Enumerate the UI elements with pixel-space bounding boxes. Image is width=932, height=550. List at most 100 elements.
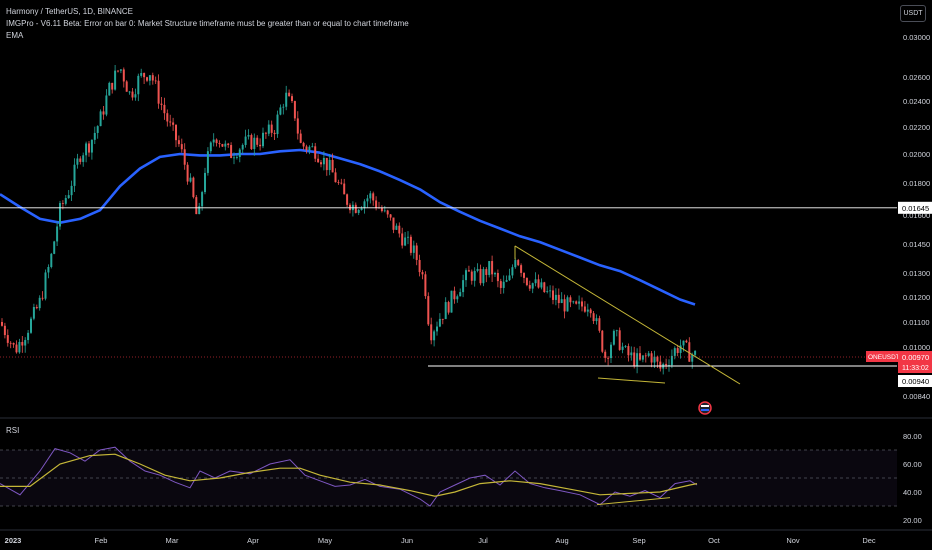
candle-body	[569, 297, 572, 303]
level-label-box	[898, 201, 932, 214]
candle-body	[337, 182, 340, 183]
currency-button[interactable]: USDT	[900, 5, 926, 22]
candle-body	[88, 143, 90, 153]
price-tick-label: 0.01000	[903, 343, 930, 352]
candle-body	[621, 346, 624, 350]
candle-body	[496, 273, 499, 282]
indicator-error[interactable]: IMGPro - V6.11 Beta: Error on bar 0: Mar…	[6, 19, 409, 28]
candle-body	[105, 95, 108, 115]
candle-body	[146, 77, 148, 81]
candle-body	[537, 279, 540, 288]
candle-body	[540, 282, 543, 288]
candle-body	[134, 94, 137, 98]
price-tick-label: 0.03000	[903, 33, 930, 42]
ema-label[interactable]: EMA	[6, 31, 24, 40]
symbol-line[interactable]: Harmony / TetherUS, 1D, BINANCE	[6, 7, 134, 16]
candle-body	[291, 96, 293, 102]
candle-body	[186, 164, 189, 182]
candle-body	[595, 318, 598, 322]
candle-body	[531, 283, 534, 289]
candle-body	[467, 270, 470, 272]
candle-body	[305, 146, 308, 151]
candle-body	[456, 296, 459, 300]
price-tick-label: 0.02400	[903, 97, 930, 106]
price-tick-label: 0.02600	[903, 73, 930, 82]
candle-body	[563, 299, 566, 312]
candle-body	[285, 92, 288, 107]
rsi-tick-label: 20.00	[903, 516, 922, 525]
candle-body	[412, 245, 415, 253]
candle-body	[679, 345, 682, 353]
candle-body	[407, 236, 409, 238]
rsi-label[interactable]: RSI	[6, 426, 20, 435]
candle-body	[470, 271, 473, 281]
descending-trendline	[514, 245, 741, 385]
candle-body	[525, 277, 528, 286]
candle-body	[653, 356, 656, 363]
candle-body	[117, 70, 119, 72]
candle-body	[99, 111, 102, 127]
candle-body	[201, 192, 204, 207]
candle-body	[615, 330, 618, 332]
candle-body	[473, 270, 476, 281]
candle-body	[395, 225, 398, 230]
candle-body	[494, 273, 496, 275]
time-axis-label: Jun	[401, 536, 413, 545]
candle-body	[3, 325, 6, 336]
candle-body	[404, 237, 407, 246]
candle-body	[421, 272, 424, 275]
candle-body	[53, 241, 56, 254]
symbol-tag-box	[866, 351, 898, 362]
event-marker-stripe	[701, 409, 709, 411]
candle-body	[630, 352, 633, 356]
candle-body	[499, 281, 502, 288]
candle-body	[140, 73, 143, 76]
candle-body	[546, 291, 549, 293]
candle-body	[415, 245, 418, 260]
candle-body	[137, 75, 140, 95]
candle-body	[517, 260, 520, 266]
candle-body	[447, 302, 450, 313]
candle-body	[302, 142, 305, 147]
candle-body	[215, 139, 218, 144]
candle-body	[73, 164, 76, 186]
candle-body	[392, 217, 395, 230]
candle-body	[288, 92, 291, 97]
candle-body	[328, 159, 331, 171]
last-price-label: 0.00970	[902, 353, 929, 362]
candle-body	[230, 145, 233, 158]
candle-body	[47, 267, 50, 273]
candle-body	[572, 301, 575, 303]
candle-body	[656, 356, 659, 362]
candle-body	[204, 172, 206, 193]
candles	[1, 65, 697, 375]
candle-body	[50, 253, 53, 268]
drawing-lines[interactable]	[0, 207, 897, 415]
time-axis-label: Sep	[632, 536, 645, 545]
grid	[0, 417, 932, 531]
candle-body	[317, 158, 320, 163]
time-axis-label: 2023	[5, 536, 22, 545]
candle-body	[604, 351, 607, 358]
time-axis-label: Apr	[247, 536, 259, 545]
candle-body	[612, 330, 615, 345]
candle-body	[183, 149, 186, 165]
candle-body	[253, 137, 256, 150]
candle-body	[372, 193, 375, 201]
candle-body	[131, 91, 134, 98]
candle-body	[427, 296, 430, 325]
candle-body	[9, 342, 12, 344]
candle-body	[1, 322, 3, 326]
time-axis-label: Jul	[478, 536, 488, 545]
candle-body	[491, 261, 494, 275]
candle-body	[163, 104, 166, 114]
candle-body	[589, 309, 592, 314]
candle-body	[206, 151, 209, 173]
candle-body	[691, 354, 694, 362]
time-axis-label: Oct	[708, 536, 721, 545]
candle-body	[453, 290, 456, 300]
candle-body	[624, 346, 627, 347]
candle-body	[276, 114, 279, 135]
candle-body	[357, 209, 360, 213]
